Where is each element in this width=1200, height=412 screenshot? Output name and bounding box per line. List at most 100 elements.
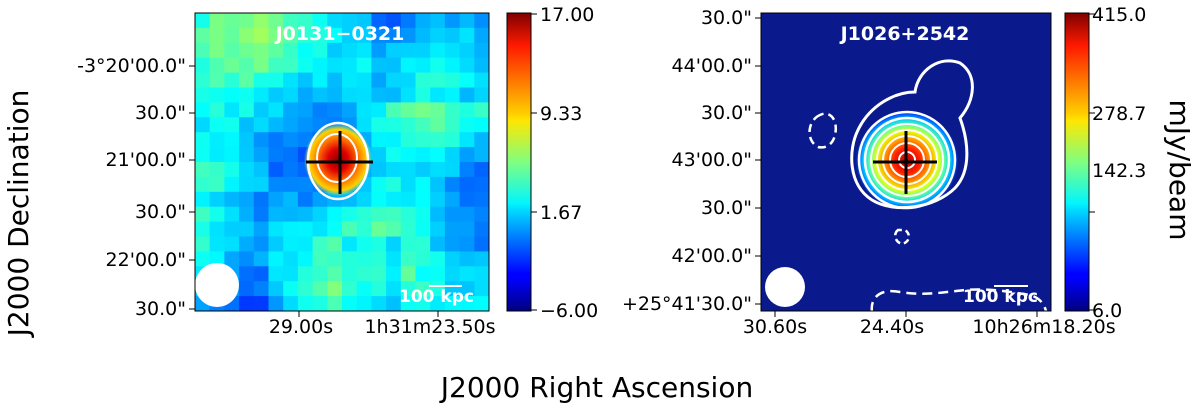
map-1-pixel [444,221,461,238]
map-1-pixel [209,72,225,89]
map-1-pixel [371,251,387,267]
map-1-pixel [268,87,284,103]
map-1-pixel [253,162,270,178]
map-1-pixel [253,296,270,311]
map-1-pixel [253,42,270,59]
map-1-pixel [415,27,431,44]
map-1-pixel [283,87,299,103]
map-1-pixel [268,176,284,193]
ytick-1-3: 30.0" [135,201,186,223]
map-1-pixel [253,72,270,89]
map-1-pixel [253,27,270,44]
map-1-pixel [239,117,255,133]
map-1-pixel [415,266,431,282]
map-1-pixel [268,266,284,282]
contour-2-b [863,116,951,204]
map-1-pixel [342,236,358,252]
map-1-pixel [342,57,358,74]
map-1-pixel [268,236,284,252]
map-1-pixel [400,87,417,103]
map-1-pixel [209,132,225,148]
colorbar-2-ticks: 415.0 278.7 142.3 6.0 [1089,4,1146,322]
map-1-pixel [444,102,461,118]
map-1-pixel [474,191,489,208]
map-1-pixel [386,42,402,59]
map-1-pixel [386,176,402,193]
map-1-pixel [327,87,343,103]
map-1-pixel [297,87,314,103]
map-1-pixel [327,266,343,282]
map-1-pixel [342,72,358,89]
map-1-pixel [400,221,417,238]
map-1-pixel [444,147,461,163]
map-1-pixel [195,221,211,238]
map-1-pixel [268,191,284,208]
map-1-pixel [224,147,240,163]
map-1-pixel [371,102,387,118]
map-1-pixel [253,117,270,133]
map-1-pixel [400,57,417,74]
map-1-pixel [327,13,343,29]
map-1-pixel [195,132,211,148]
map-1-pixel [474,162,489,178]
map-1-pixel [195,117,211,133]
cbar-2-tick-0: 415.0 [1092,4,1146,26]
cbar-2-tick-2: 142.3 [1092,160,1146,182]
map-1-pixel [356,117,372,133]
map-1-pixel [356,221,372,238]
map-1-pixel [459,147,475,163]
map-1-pixel [444,236,461,252]
map-1-pixel [371,296,387,311]
map-1-pixel [297,236,314,252]
map-1-pixel [356,27,372,44]
map-1-pixel [356,102,372,118]
map-1-pixel [239,176,255,193]
map-1-pixel [297,72,314,89]
map-1-pixel [312,206,328,223]
map-1-pixel [400,281,417,297]
map-1-pixel [297,42,314,59]
panel-j0131: 100 kpc J0131−0321 -3°20'00.0" 30.0" 21'… [77,4,598,338]
map-1-pixel [224,251,240,267]
map-1-pixel [415,87,431,103]
map-1-pixel [430,102,446,118]
map-1-pixel [386,206,402,223]
map-1-pixel [444,57,461,74]
map-1-pixel [400,42,417,59]
map-1-pixel [386,57,402,74]
map-1-pixel [253,102,270,118]
map-1-pixel [430,221,446,238]
map-1-pixel [430,117,446,133]
map-1-pixel [224,27,240,44]
colorbar-1-ticks: 17.00 9.33 1.67 −6.00 [531,4,598,322]
ytick-2-4: 30.0" [701,197,752,219]
map-1-pixel [371,221,387,238]
map-1-pixel [415,236,431,252]
map-1-pixel [371,132,387,148]
map-1-pixel [297,266,314,282]
contour-2-outer [850,59,974,210]
map-1-pixel [268,251,284,267]
map-1-pixel [400,236,417,252]
map-1-pixel [283,281,299,297]
x-axis-title: J2000 Right Ascension [439,371,753,404]
map-1-pixel [268,13,284,29]
map-1-pixel [400,132,417,148]
map-1-pixel [371,206,387,223]
beam-ellipse-2 [765,267,805,307]
map-1-pixel [356,42,372,59]
map-1-pixel [400,266,417,282]
map-1-pixel [474,236,489,252]
map-1-pixel [356,13,372,29]
map-1-pixel [327,102,343,118]
cbar-2-tick-1: 278.7 [1092,103,1146,125]
map-1-pixel [239,72,255,89]
map-1-pixel [400,191,417,208]
map-1-pixel [297,281,314,297]
map-1-pixel [239,281,255,297]
map-1-pixel [386,27,402,44]
map-1-pixel [400,13,417,29]
cbar-2-tick-3: 6.0 [1092,300,1122,322]
map-1-pixel [386,72,402,89]
map-1-pixel [430,191,446,208]
